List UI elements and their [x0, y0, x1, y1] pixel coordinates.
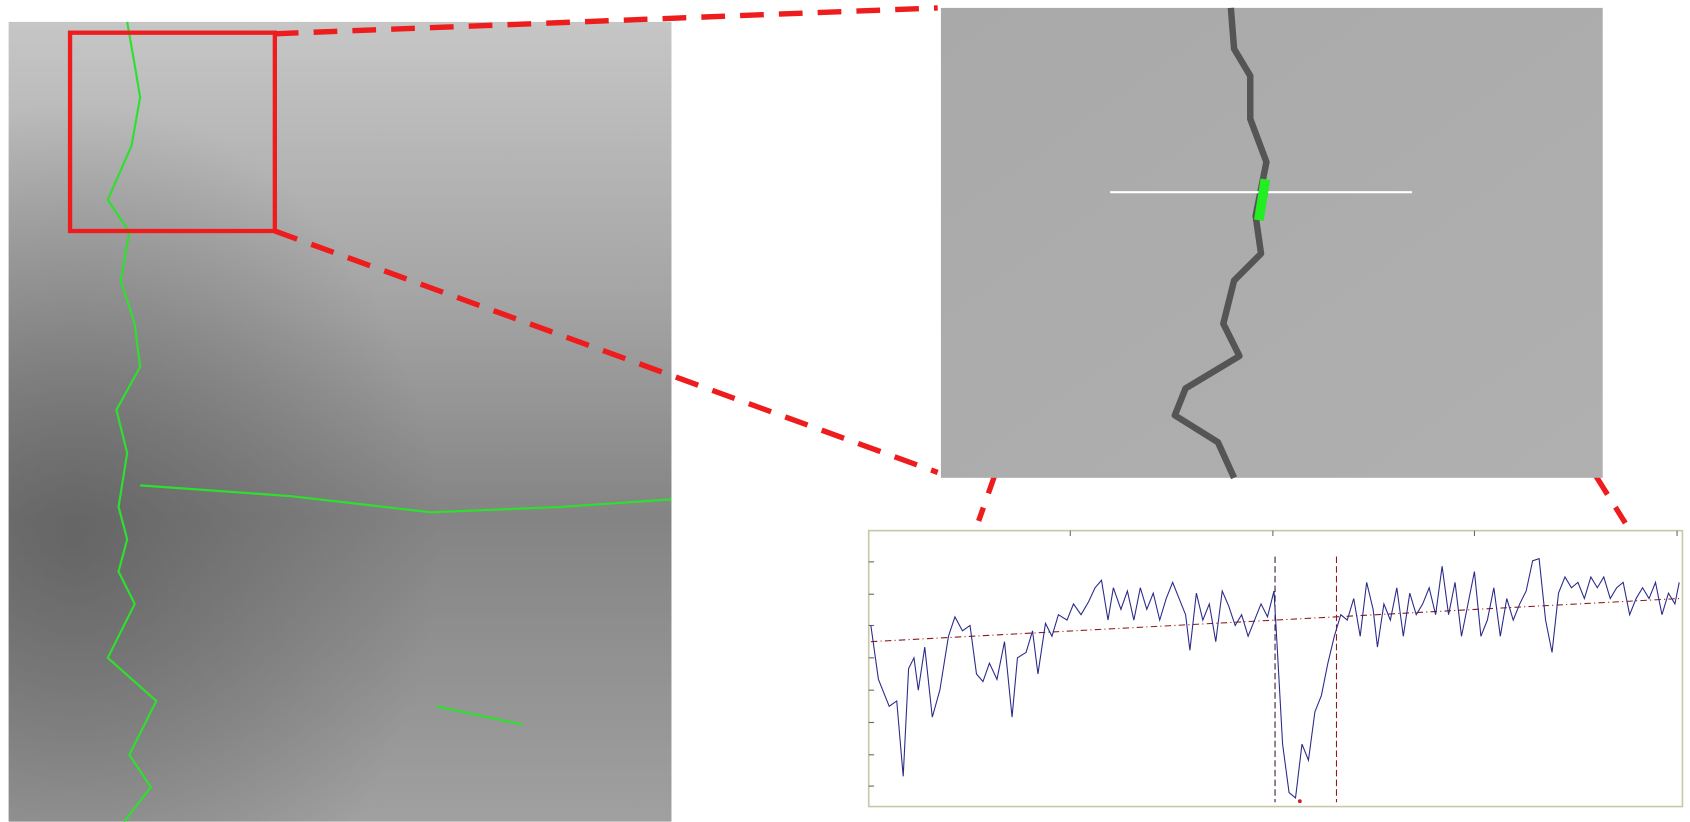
- page-body: [0, 0, 1690, 822]
- zoom-image: [941, 8, 1603, 478]
- overview-image: [9, 22, 672, 822]
- profile-plot: [869, 531, 1683, 807]
- minimum-point: [1298, 799, 1302, 803]
- image-shade: [9, 22, 672, 822]
- figure: [0, 0, 1690, 822]
- crack-width-mark: [1259, 179, 1265, 220]
- image-background: [941, 8, 1603, 478]
- page: Figure {} html, body { margin: 0; paddin…: [0, 0, 1690, 822]
